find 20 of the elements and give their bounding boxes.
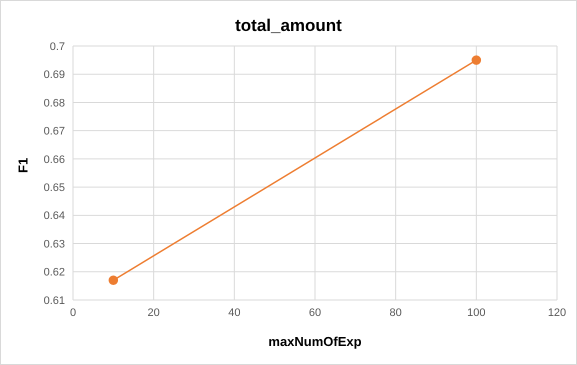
y-tick-label: 0.67: [44, 126, 65, 138]
y-tick-label: 0.66: [44, 154, 65, 166]
y-tick-label: 0.68: [44, 97, 65, 110]
y-tick-label: 0.69: [44, 69, 65, 82]
x-tick-label: 100: [467, 306, 486, 319]
y-tick-label: 0.61: [44, 294, 65, 307]
x-tick-label: 0: [70, 306, 76, 319]
x-tick-label: 60: [308, 306, 322, 319]
x-tick-label: 40: [228, 306, 240, 319]
x-tick-label: 80: [390, 306, 402, 319]
y-tick-label: 0.7: [50, 40, 65, 53]
y-tick-label: 0.64: [44, 210, 65, 222]
x-tick-label: 20: [148, 306, 160, 319]
chart-title: total_amount: [234, 16, 343, 36]
x-tick-label: 120: [548, 306, 566, 319]
y-tick-label: 0.62: [44, 266, 65, 279]
y-tick-label: 0.65: [44, 182, 65, 194]
x-axis-title: maxNumOfExp: [268, 334, 362, 349]
y-axis-title: F1: [16, 158, 31, 173]
y-tick-label: 0.63: [44, 238, 65, 250]
